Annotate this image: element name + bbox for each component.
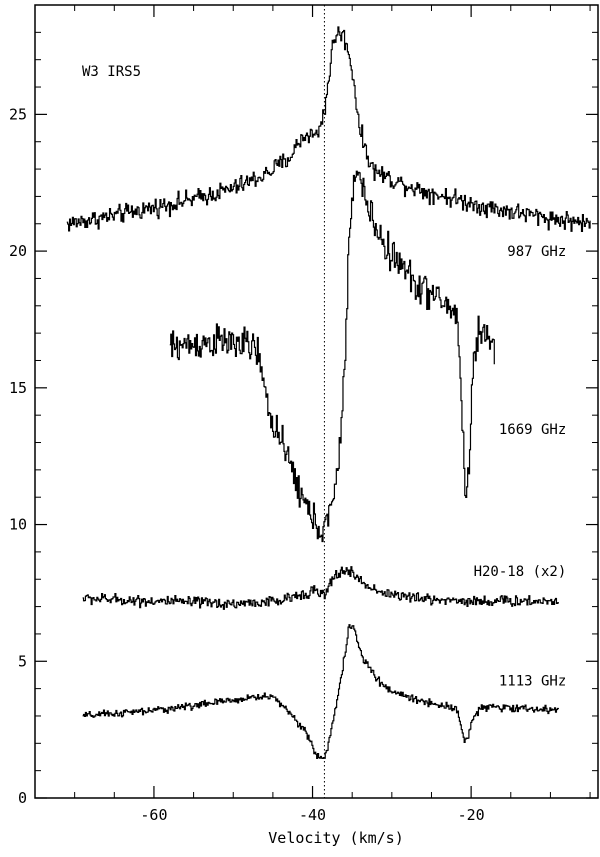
- x-tick-label: -40: [299, 806, 326, 824]
- series-label: H20-18 (x2): [474, 564, 567, 580]
- series-label: 1669 GHz: [499, 422, 566, 438]
- x-tick-label: -20: [458, 806, 485, 824]
- series-line-h20-18-x2-: [82, 566, 559, 610]
- series-line-987-ghz: [66, 26, 591, 232]
- series-line-1113-ghz: [82, 624, 559, 760]
- chart-title: W3 IRS5: [82, 64, 141, 80]
- y-tick-label: 25: [9, 105, 27, 123]
- y-tick-label: 5: [18, 652, 27, 670]
- series-label: 987 GHz: [507, 244, 566, 260]
- y-tick-label: 15: [9, 379, 27, 397]
- series-label: 1113 GHz: [499, 673, 566, 689]
- y-tick-label: 0: [18, 789, 27, 807]
- plot-frame: [34, 4, 599, 799]
- x-tick-label: -60: [140, 806, 167, 824]
- series-line-1669-ghz: [169, 170, 495, 543]
- x-axis-label: Velocity (km/s): [268, 829, 403, 847]
- y-tick-label: 10: [9, 516, 27, 534]
- y-tick-label: 20: [9, 242, 27, 260]
